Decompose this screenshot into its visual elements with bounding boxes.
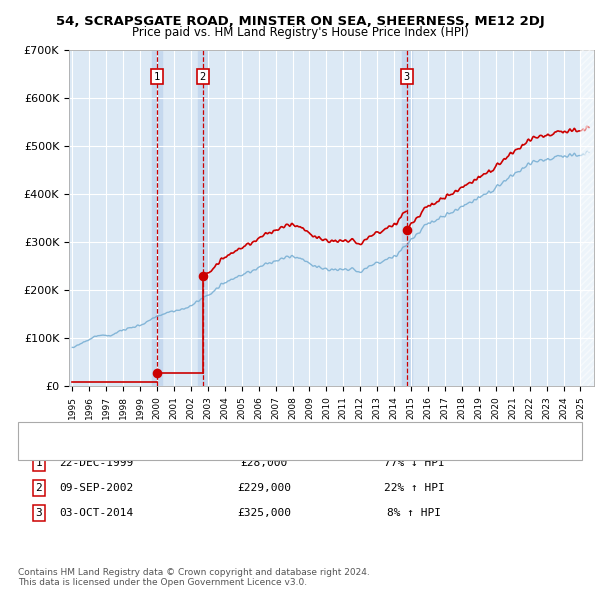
Text: ——: —— — [30, 444, 55, 457]
Text: 03-OCT-2014: 03-OCT-2014 — [59, 508, 133, 517]
Text: £229,000: £229,000 — [237, 483, 291, 493]
Text: 2: 2 — [35, 483, 43, 493]
Text: 22% ↑ HPI: 22% ↑ HPI — [383, 483, 445, 493]
Text: 09-SEP-2002: 09-SEP-2002 — [59, 483, 133, 493]
Text: 3: 3 — [35, 508, 43, 517]
Text: 1: 1 — [154, 71, 160, 81]
Text: 54, SCRAPSGATE ROAD, MINSTER ON SEA, SHEERNESS, ME12 2DJ: 54, SCRAPSGATE ROAD, MINSTER ON SEA, SHE… — [56, 15, 544, 28]
Text: Price paid vs. HM Land Registry's House Price Index (HPI): Price paid vs. HM Land Registry's House … — [131, 26, 469, 39]
Text: 54, SCRAPSGATE ROAD, MINSTER ON SEA, SHEERNESS, ME12 2DJ (detached house): 54, SCRAPSGATE ROAD, MINSTER ON SEA, SHE… — [72, 427, 509, 436]
Point — [402, 225, 412, 235]
Text: 22-DEC-1999: 22-DEC-1999 — [59, 458, 133, 468]
Text: 2: 2 — [200, 71, 206, 81]
Text: 3: 3 — [404, 71, 410, 81]
Text: ——: —— — [30, 425, 55, 438]
Text: Contains HM Land Registry data © Crown copyright and database right 2024.
This d: Contains HM Land Registry data © Crown c… — [18, 568, 370, 587]
Text: HPI: Average price, detached house, Swale: HPI: Average price, detached house, Swal… — [72, 445, 296, 455]
Bar — [402, 50, 412, 386]
Text: 8% ↑ HPI: 8% ↑ HPI — [387, 508, 441, 517]
Text: 1: 1 — [35, 458, 43, 468]
Bar — [152, 50, 162, 386]
Point — [152, 368, 162, 378]
Text: 77% ↓ HPI: 77% ↓ HPI — [383, 458, 445, 468]
Text: £325,000: £325,000 — [237, 508, 291, 517]
Bar — [198, 50, 208, 386]
Text: £28,000: £28,000 — [241, 458, 287, 468]
Point — [198, 272, 208, 281]
